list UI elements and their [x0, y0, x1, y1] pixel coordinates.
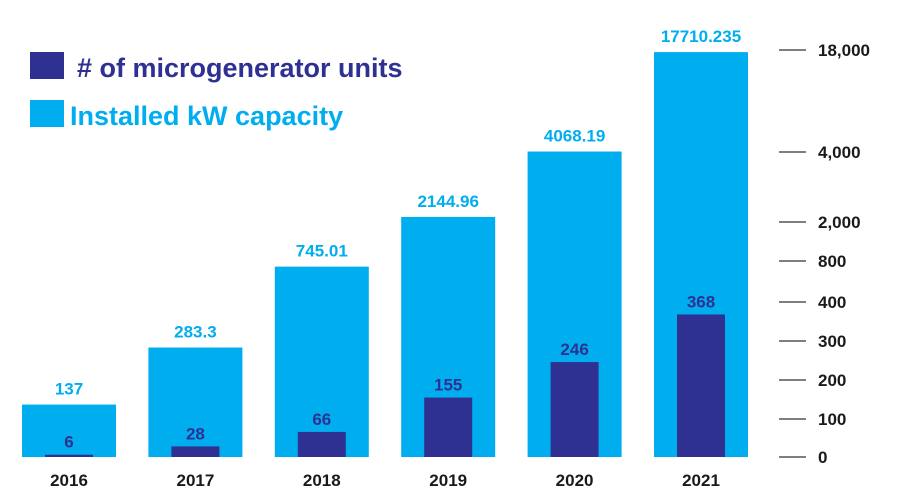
- units-value-label: 6: [64, 433, 73, 452]
- y-tick-label: 100: [818, 410, 846, 429]
- units-value-label: 155: [434, 376, 462, 395]
- capacity-value-label: 4068.19: [544, 127, 605, 146]
- units-bar: [45, 454, 93, 457]
- capacity-bars: 137 283.3 745.01 2144.96 4068.19 17710.235: [22, 27, 748, 458]
- x-tick-label: 2018: [303, 471, 341, 490]
- legend-swatch-units: [30, 52, 64, 79]
- y-tick-label: 18,000: [818, 41, 870, 60]
- y-tick-label: 2,000: [818, 213, 861, 232]
- capacity-bar: [274, 266, 369, 457]
- x-tick-label: 2021: [682, 471, 720, 490]
- units-bar: [424, 397, 473, 457]
- y-tick-label: 4,000: [818, 143, 861, 162]
- y-tick-label: 300: [818, 332, 846, 351]
- capacity-value-label: 283.3: [174, 323, 217, 342]
- y-tick-label: 400: [818, 293, 846, 312]
- units-value-label: 28: [186, 424, 205, 443]
- units-bar: [171, 446, 220, 457]
- capacity-value-label: 137: [55, 380, 83, 399]
- legend-label-units: # of microgenerator units: [77, 53, 403, 83]
- x-tick-label: 2019: [429, 471, 467, 490]
- capacity-bar: [22, 404, 116, 457]
- x-tick-label: 2020: [556, 471, 594, 490]
- y-axis: 0 100 200 300 400 800 2,000 4,000 18,000: [779, 41, 870, 467]
- units-value-label: 66: [312, 410, 331, 429]
- units-value-label: 368: [687, 292, 715, 311]
- legend-swatch-capacity: [30, 100, 64, 127]
- y-tick-label: 200: [818, 371, 846, 390]
- legend: # of microgenerator units Installed kW c…: [30, 52, 403, 131]
- y-tick-label: 0: [818, 448, 827, 467]
- units-bar: [550, 362, 599, 457]
- capacity-bar: [148, 347, 243, 457]
- x-axis-labels: 2016 2017 2018 2019 2020 2021: [50, 471, 720, 490]
- x-tick-label: 2016: [50, 471, 88, 490]
- x-tick-label: 2017: [176, 471, 214, 490]
- units-bar: [297, 431, 346, 457]
- units-bar: [677, 314, 725, 457]
- capacity-value-label: 17710.235: [661, 27, 741, 46]
- capacity-value-label: 2144.96: [417, 192, 478, 211]
- capacity-value-label: 745.01: [296, 242, 348, 261]
- legend-label-capacity: Installed kW capacity: [70, 101, 343, 131]
- units-value-label: 246: [560, 340, 588, 359]
- units-bars: 6 28 66 155 246 368: [45, 292, 725, 457]
- y-tick-label: 800: [818, 252, 846, 271]
